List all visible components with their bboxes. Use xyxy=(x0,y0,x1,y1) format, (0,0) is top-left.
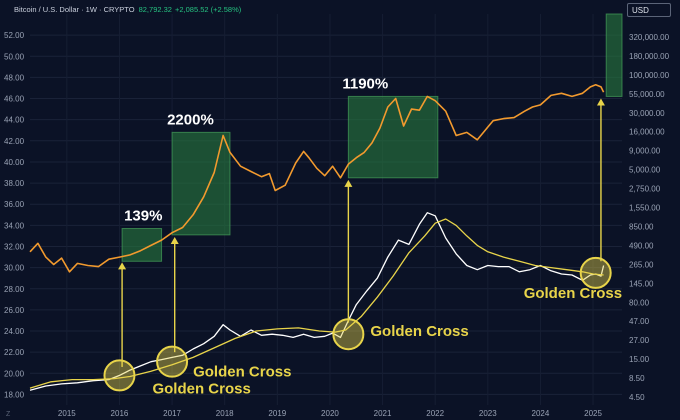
golden-cross-circle-2025 xyxy=(579,256,612,289)
x-axis-tick-label: 2023 xyxy=(479,409,497,418)
left-axis-tick-label: 32.00 xyxy=(4,242,25,251)
gain-label-2016: 139% xyxy=(124,208,162,225)
currency-button[interactable]: USD xyxy=(627,3,671,17)
right-axis-tick-label: 47.00 xyxy=(629,317,650,326)
left-axis-tick-label: 50.00 xyxy=(4,52,25,61)
x-axis-tick-label: 2022 xyxy=(426,409,444,418)
left-axis-tick-label: 18.00 xyxy=(4,390,25,399)
right-axis-tick-label: 4.50 xyxy=(629,393,645,402)
gain-label-2017: 2200% xyxy=(167,111,214,128)
series-line-btc-price xyxy=(29,84,605,273)
arrow-head xyxy=(118,262,127,270)
right-axis-tick-label: 320,000.00 xyxy=(629,33,670,42)
right-axis-tick-label: 30,000.00 xyxy=(629,109,665,118)
left-axis-tick-label: 36.00 xyxy=(4,200,25,209)
golden-cross-label-2025: Golden Cross xyxy=(524,285,622,302)
right-axis-tick-label: 180,000.00 xyxy=(629,52,670,61)
left-axis-tick-label: 24.00 xyxy=(4,327,25,336)
right-axis-tick-label: 850.00 xyxy=(629,222,654,231)
left-axis-tick-label: 52.00 xyxy=(4,31,25,40)
x-axis-tick-label: 2016 xyxy=(111,409,129,418)
gain-box-2016 xyxy=(121,228,163,262)
scale-mark: Z xyxy=(6,411,11,418)
right-axis-tick-label: 8.50 xyxy=(629,374,645,383)
arrow-head xyxy=(170,236,179,244)
left-axis-tick-label: 44.00 xyxy=(4,116,25,125)
golden-cross-label-2017: Golden Cross xyxy=(193,364,291,381)
right-axis-tick-label: 27.00 xyxy=(629,336,650,345)
x-axis-tick-label: 2021 xyxy=(374,409,392,418)
symbol-title: Bitcoin / U.S. Dollar · 1W · CRYPTO xyxy=(14,5,135,14)
gain-box-2017 xyxy=(171,131,231,236)
golden-cross-circle-2016 xyxy=(103,359,136,392)
golden-cross-circle-2020 xyxy=(332,318,365,351)
x-axis-tick-label: 2017 xyxy=(163,409,181,418)
gain-box-2020 xyxy=(347,95,439,179)
price-change: +2,085.52 (+2.58%) xyxy=(174,5,242,14)
right-axis-tick-label: 265.00 xyxy=(629,260,654,269)
right-axis-tick-label: 1,550.00 xyxy=(629,204,661,213)
right-axis-tick-label: 145.00 xyxy=(629,279,654,288)
left-axis-tick-label: 26.00 xyxy=(4,306,25,315)
right-axis-tick-label: 16,000.00 xyxy=(629,128,665,137)
right-axis-tick-label: 55,000.00 xyxy=(629,90,665,99)
left-axis-tick-label: 40.00 xyxy=(4,158,25,167)
right-axis-tick-label: 2,750.00 xyxy=(629,185,661,194)
series-line-oscillator xyxy=(29,212,605,391)
chart-header: Bitcoin / U.S. Dollar · 1W · CRYPTO 82,79… xyxy=(14,5,241,14)
golden-cross-circle-2017 xyxy=(156,345,189,378)
x-axis-tick-label: 2018 xyxy=(216,409,234,418)
right-axis-tick-label: 15.00 xyxy=(629,355,650,364)
arrow-head xyxy=(596,98,605,106)
right-axis-tick-label: 5,000.00 xyxy=(629,166,661,175)
last-price: 82,792.32 xyxy=(138,5,172,14)
x-axis-tick-label: 2025 xyxy=(584,409,602,418)
left-axis-tick-label: 34.00 xyxy=(4,221,25,230)
series-line-moving-average xyxy=(29,218,604,389)
gain-label-2020: 1190% xyxy=(342,75,388,92)
x-axis-tick-label: 2024 xyxy=(532,409,550,418)
golden-cross-label-2016: Golden Cross xyxy=(152,380,250,397)
gain-box-2025 xyxy=(605,13,623,97)
left-axis-tick-label: 28.00 xyxy=(4,285,25,294)
golden-cross-label-2020: Golden Cross xyxy=(370,323,468,340)
left-axis-tick-label: 20.00 xyxy=(4,369,25,378)
left-axis-tick-label: 30.00 xyxy=(4,264,25,273)
x-axis-tick-label: 2015 xyxy=(58,409,76,418)
left-axis-tick-label: 22.00 xyxy=(4,348,25,357)
right-axis-tick-label: 80.00 xyxy=(629,298,650,307)
left-axis-tick-label: 48.00 xyxy=(4,73,25,82)
right-axis-tick-label: 9,000.00 xyxy=(629,147,661,156)
left-axis-tick-label: 42.00 xyxy=(4,137,25,146)
right-axis-tick-label: 490.00 xyxy=(629,241,654,250)
arrow-head xyxy=(344,179,353,187)
x-axis-tick-label: 2020 xyxy=(321,409,339,418)
left-axis-tick-label: 38.00 xyxy=(4,179,25,188)
left-axis-tick-label: 46.00 xyxy=(4,95,25,104)
right-axis-tick-label: 100,000.00 xyxy=(629,71,670,80)
x-axis-tick-label: 2019 xyxy=(268,409,286,418)
